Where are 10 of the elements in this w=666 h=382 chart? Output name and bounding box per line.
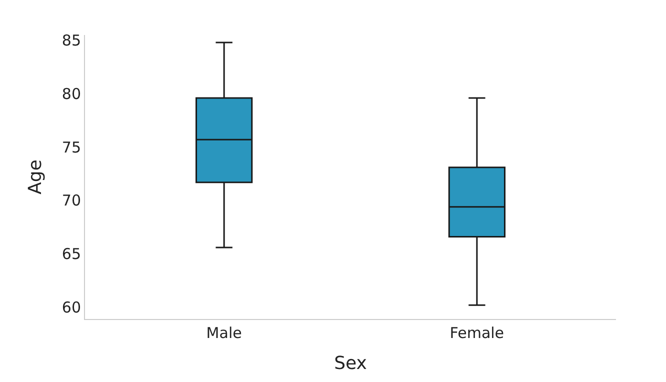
y-tick-label: 85 — [62, 32, 81, 50]
y-tick-label: 70 — [62, 192, 81, 210]
y-tick-label: 80 — [62, 84, 81, 103]
y-tick-label: 60 — [62, 298, 81, 317]
x-tick-label: Male — [206, 324, 242, 342]
x-tick-label: Female — [450, 324, 504, 342]
y-tick-label: 65 — [62, 245, 81, 264]
x-axis-title: Sex — [334, 353, 368, 374]
y-axis-title: Age — [25, 160, 46, 194]
y-tick-label: 75 — [62, 138, 81, 156]
